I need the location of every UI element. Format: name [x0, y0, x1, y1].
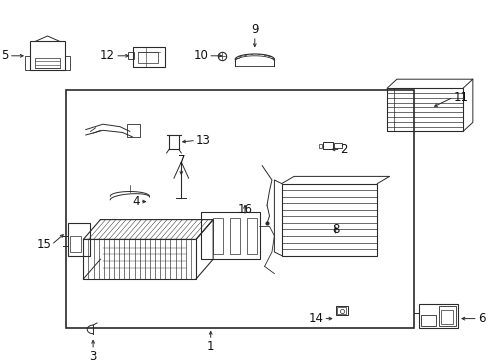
- Bar: [282, 184, 377, 256]
- Text: 5: 5: [1, 49, 9, 62]
- Bar: [83, 239, 196, 279]
- Bar: [213, 218, 223, 254]
- Bar: [138, 52, 158, 63]
- Bar: [25, 56, 30, 70]
- Bar: [127, 124, 140, 137]
- Bar: [334, 143, 342, 148]
- Bar: [66, 90, 414, 328]
- Bar: [336, 306, 348, 315]
- Bar: [387, 88, 394, 131]
- Text: 2: 2: [341, 143, 348, 156]
- Bar: [323, 142, 333, 149]
- Text: 16: 16: [238, 203, 252, 216]
- Bar: [387, 88, 463, 131]
- Bar: [318, 144, 322, 148]
- Text: 1: 1: [207, 340, 215, 353]
- Bar: [439, 306, 456, 326]
- Text: 10: 10: [194, 49, 208, 62]
- Text: 6: 6: [478, 312, 485, 325]
- Bar: [70, 236, 81, 252]
- Bar: [201, 212, 260, 259]
- Text: 9: 9: [251, 23, 259, 36]
- Bar: [133, 47, 165, 67]
- Text: 11: 11: [453, 91, 468, 104]
- Text: 15: 15: [37, 238, 51, 251]
- Text: 8: 8: [332, 223, 340, 236]
- Text: 4: 4: [132, 195, 140, 208]
- Bar: [65, 56, 70, 70]
- Bar: [230, 218, 240, 254]
- Text: 3: 3: [89, 350, 97, 360]
- Bar: [35, 58, 60, 68]
- Bar: [128, 52, 134, 59]
- Text: 14: 14: [308, 312, 323, 325]
- Bar: [441, 310, 453, 324]
- Text: 13: 13: [196, 134, 211, 147]
- Text: 12: 12: [100, 49, 115, 62]
- Bar: [419, 304, 458, 328]
- Bar: [421, 315, 436, 326]
- Bar: [337, 307, 346, 314]
- Bar: [68, 223, 90, 256]
- Bar: [30, 41, 65, 70]
- Bar: [247, 218, 257, 254]
- Text: 7: 7: [177, 154, 185, 167]
